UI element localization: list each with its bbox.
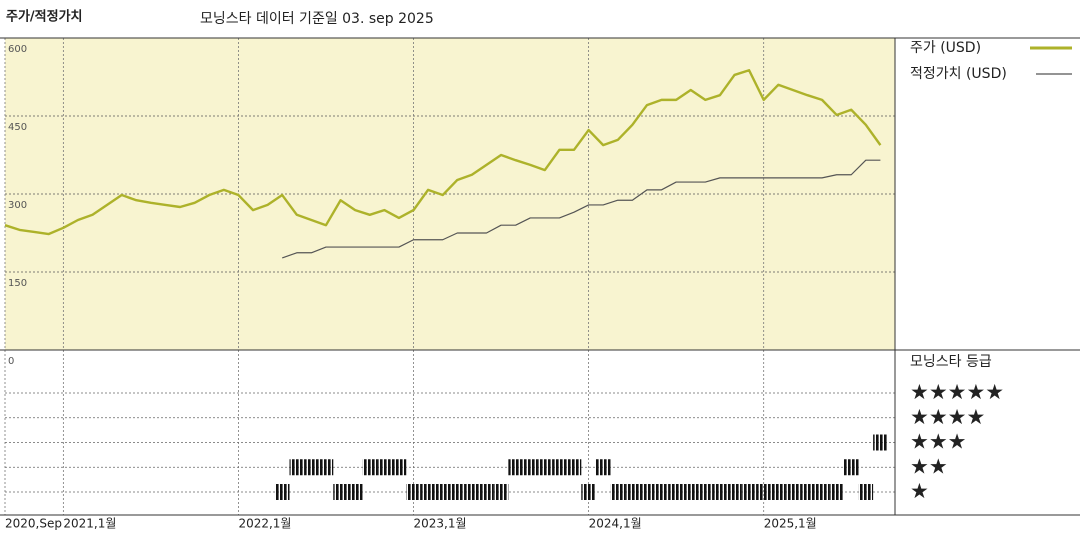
- rating-title: 모닝스타 등급: [910, 354, 992, 370]
- rating-mark: [625, 484, 640, 500]
- chart-subtitle: 모닝스타 데이터 기준일 03. sep 2025: [200, 11, 434, 27]
- legend-label: 적정가치 (USD): [910, 66, 1007, 82]
- chart-title: 주가/적정가치: [6, 9, 83, 25]
- rating-legend-label: ★★★★★: [910, 380, 1004, 404]
- y-tick-label: 600: [8, 44, 27, 55]
- x-tick-label: 2023,1월: [414, 517, 467, 531]
- rating-mark: [464, 484, 480, 500]
- rating-mark: [347, 484, 363, 500]
- rating-mark: [406, 484, 421, 500]
- rating-mark: [712, 484, 728, 500]
- rating-mark: [566, 459, 582, 476]
- rating-mark: [333, 484, 348, 500]
- grid: [4, 37, 895, 515]
- rating-mark: [479, 484, 494, 500]
- rating-mark: [727, 484, 742, 500]
- rating-mark: [493, 484, 509, 500]
- rating-mark: [318, 459, 334, 476]
- rating-mark: [435, 484, 450, 500]
- rating-mark: [668, 484, 684, 500]
- rating-mark: [595, 459, 611, 476]
- rating-mark: [770, 484, 786, 500]
- rating-mark: [537, 459, 553, 476]
- rating-legend-label: ★: [910, 479, 929, 503]
- rating-mark: [391, 459, 407, 476]
- y-tick-label: 150: [8, 278, 27, 289]
- x-tick-label: 2025,1월: [764, 517, 817, 531]
- rating-mark: [814, 484, 830, 500]
- y-tick-label: 450: [8, 122, 27, 133]
- rating-mark: [610, 484, 626, 500]
- rating-mark: [843, 459, 859, 476]
- y-tick-label: 0: [8, 356, 14, 367]
- x-tick-label: 2022,1월: [238, 517, 291, 531]
- rating-mark: [829, 484, 844, 500]
- rating-mark: [873, 434, 888, 451]
- rating-mark: [683, 484, 699, 500]
- rating-mark: [741, 484, 757, 500]
- rating-legend-label: ★★: [910, 454, 948, 478]
- x-tick-label: 2021,1월: [63, 517, 116, 531]
- rating-mark: [522, 459, 538, 476]
- legend-label: 주가 (USD): [910, 40, 981, 56]
- rating-legend-label: ★★★★: [910, 405, 985, 429]
- rating-mark: [858, 484, 874, 500]
- rating-mark: [377, 459, 392, 476]
- rating-mark: [800, 484, 815, 500]
- rating-mark: [450, 484, 465, 500]
- series-line: [282, 159, 881, 259]
- rating-mark: [420, 484, 436, 500]
- rating-mark: [508, 459, 523, 476]
- rating-mark: [785, 484, 801, 500]
- x-tick-label: 2020,Sep: [5, 517, 62, 531]
- rating-mark: [289, 459, 305, 476]
- rating-mark: [274, 484, 290, 500]
- rating-mark: [756, 484, 771, 500]
- x-tick-label: 2024,1월: [589, 517, 642, 531]
- rating-mark: [639, 484, 655, 500]
- rating-mark: [698, 484, 713, 500]
- series-line: [4, 69, 882, 236]
- rating-mark: [304, 459, 319, 476]
- y-tick-label: 300: [8, 200, 27, 211]
- rating-legend-label: ★★★: [910, 430, 966, 454]
- rating-mark: [654, 484, 669, 500]
- rating-mark: [552, 459, 567, 476]
- rating-mark: [581, 484, 596, 500]
- rating-mark: [362, 459, 378, 476]
- marks: [4, 69, 888, 500]
